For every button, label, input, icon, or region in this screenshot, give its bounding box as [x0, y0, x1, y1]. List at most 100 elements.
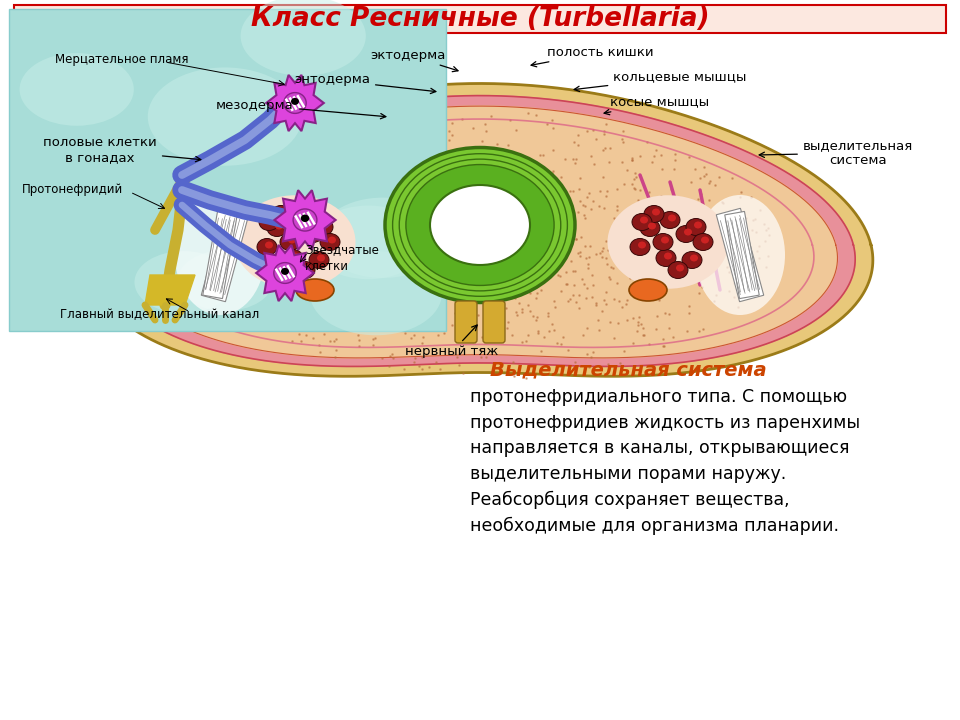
Ellipse shape	[259, 214, 279, 230]
Ellipse shape	[317, 254, 325, 261]
Text: энтодерма: энтодерма	[294, 73, 436, 94]
Ellipse shape	[406, 165, 554, 285]
Ellipse shape	[640, 217, 648, 223]
Ellipse shape	[265, 241, 273, 248]
Polygon shape	[202, 208, 249, 302]
Ellipse shape	[693, 233, 713, 251]
Ellipse shape	[668, 261, 688, 279]
Ellipse shape	[134, 251, 232, 313]
Ellipse shape	[320, 233, 340, 251]
Ellipse shape	[300, 215, 309, 222]
Ellipse shape	[630, 238, 650, 256]
Ellipse shape	[608, 195, 729, 289]
Ellipse shape	[328, 236, 336, 243]
Text: Класс Ресничные (Turbellaria): Класс Ресничные (Turbellaria)	[251, 6, 709, 32]
Ellipse shape	[295, 261, 315, 279]
Ellipse shape	[311, 228, 319, 235]
Ellipse shape	[310, 206, 426, 279]
Text: Выделительная система: Выделительная система	[490, 360, 767, 379]
Ellipse shape	[148, 68, 302, 166]
Ellipse shape	[303, 264, 311, 271]
Text: мезодерма: мезодерма	[216, 99, 386, 119]
Ellipse shape	[701, 236, 709, 243]
Ellipse shape	[676, 225, 696, 243]
Polygon shape	[275, 190, 336, 250]
Ellipse shape	[279, 209, 287, 215]
Ellipse shape	[629, 279, 667, 301]
Polygon shape	[145, 275, 195, 305]
Ellipse shape	[303, 225, 323, 243]
Text: Мерцательное пламя: Мерцательное пламя	[55, 53, 188, 66]
Ellipse shape	[690, 254, 698, 261]
Ellipse shape	[694, 222, 702, 228]
FancyBboxPatch shape	[9, 9, 446, 331]
Ellipse shape	[676, 264, 684, 271]
Polygon shape	[256, 245, 314, 301]
Text: Протонефридий: Протонефридий	[22, 184, 123, 197]
Ellipse shape	[399, 159, 561, 291]
Text: выделительная
система: выделительная система	[759, 139, 913, 167]
Ellipse shape	[668, 215, 676, 222]
Ellipse shape	[291, 253, 299, 259]
Text: нервный тяж: нервный тяж	[405, 325, 498, 359]
Ellipse shape	[652, 209, 660, 215]
Ellipse shape	[656, 250, 676, 266]
Ellipse shape	[632, 214, 652, 230]
Ellipse shape	[640, 220, 660, 236]
Ellipse shape	[296, 279, 334, 301]
Ellipse shape	[430, 185, 530, 265]
Polygon shape	[87, 84, 873, 377]
Ellipse shape	[274, 263, 297, 284]
FancyBboxPatch shape	[14, 5, 946, 33]
Ellipse shape	[661, 236, 669, 243]
Ellipse shape	[291, 98, 299, 105]
Ellipse shape	[393, 153, 567, 297]
Ellipse shape	[275, 222, 283, 230]
Text: полость кишки: полость кишки	[531, 45, 654, 67]
Polygon shape	[105, 96, 855, 366]
Ellipse shape	[178, 250, 274, 311]
Ellipse shape	[257, 238, 277, 256]
Text: кольцевые мышцы: кольцевые мышцы	[574, 71, 747, 91]
Ellipse shape	[321, 222, 329, 228]
Text: Звездчатые
клетки: Звездчатые клетки	[305, 243, 379, 272]
Ellipse shape	[320, 197, 445, 278]
Ellipse shape	[267, 220, 287, 236]
Ellipse shape	[281, 268, 289, 275]
Ellipse shape	[313, 218, 333, 235]
Text: эктодерма: эктодерма	[371, 48, 458, 72]
Text: косые мышцы: косые мышцы	[604, 96, 709, 114]
Ellipse shape	[309, 251, 329, 269]
FancyBboxPatch shape	[483, 301, 505, 343]
Ellipse shape	[287, 212, 307, 228]
Text: половые клетки
в гонадах: половые клетки в гонадах	[43, 136, 201, 164]
Polygon shape	[203, 212, 237, 299]
Ellipse shape	[241, 0, 366, 76]
Ellipse shape	[284, 93, 306, 113]
Ellipse shape	[19, 53, 133, 126]
Ellipse shape	[644, 205, 664, 222]
Polygon shape	[716, 208, 764, 302]
Ellipse shape	[293, 209, 317, 231]
Ellipse shape	[267, 217, 275, 223]
Text: Главный выделительный канал: Главный выделительный канал	[60, 308, 259, 322]
Ellipse shape	[682, 251, 702, 269]
Ellipse shape	[648, 222, 656, 230]
Ellipse shape	[288, 236, 296, 243]
Ellipse shape	[664, 253, 672, 259]
Ellipse shape	[295, 215, 303, 222]
Polygon shape	[266, 75, 324, 131]
Ellipse shape	[684, 228, 692, 235]
FancyBboxPatch shape	[455, 301, 477, 343]
Ellipse shape	[175, 195, 265, 315]
Ellipse shape	[695, 195, 785, 315]
Polygon shape	[123, 106, 837, 358]
Ellipse shape	[385, 148, 575, 302]
Ellipse shape	[271, 205, 291, 222]
Polygon shape	[725, 212, 759, 299]
Ellipse shape	[653, 233, 673, 251]
Ellipse shape	[638, 241, 646, 248]
Text: протонефридиального типа. С помощью
протонефридиев жидкость из паренхимы
направл: протонефридиального типа. С помощью прот…	[470, 388, 860, 535]
Ellipse shape	[310, 251, 442, 336]
Ellipse shape	[234, 195, 355, 289]
